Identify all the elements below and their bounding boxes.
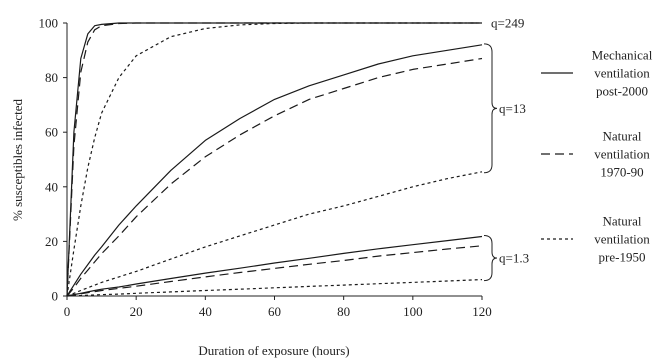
- group-label: q=249: [491, 16, 524, 31]
- series-line-q249-dotted: [66, 22, 482, 297]
- series-line-q13-dotted: [66, 171, 483, 297]
- tick-labels: 0 20 40 60 80 100 120 0 20 40 60 80 100: [39, 16, 492, 320]
- legend-label: ventilation: [594, 232, 650, 247]
- series-line-q13-dashed: [66, 245, 483, 297]
- x-tick-label: 100: [403, 304, 423, 319]
- group-label: q=13: [499, 101, 526, 116]
- legend-label: Natural: [603, 129, 642, 144]
- series-line-q13-solid: [66, 44, 483, 297]
- group-brace: [483, 43, 498, 174]
- group-annotations: q=249 q=13 q=1.3: [483, 16, 529, 282]
- x-tick-label: 60: [268, 304, 281, 319]
- x-tick-label: 40: [199, 304, 212, 319]
- y-tick-label: 40: [45, 179, 58, 194]
- x-tick-label: 20: [130, 304, 143, 319]
- legend: Mechanical ventilation post-2000 Natural ven…: [541, 48, 653, 265]
- legend-label: ventilation: [594, 147, 650, 162]
- legend-label: pre-1950: [599, 250, 646, 265]
- legend-label: ventilation: [594, 66, 650, 81]
- series-line-q13-dashed: [66, 57, 483, 297]
- x-tick-label: 80: [337, 304, 350, 319]
- legend-label: Natural: [603, 214, 642, 229]
- group-label: q=1.3: [499, 251, 529, 266]
- x-axis-title: Duration of exposure (hours): [198, 343, 349, 358]
- y-tick-label: 60: [45, 125, 58, 140]
- y-tick-label: 0: [52, 289, 59, 304]
- x-tick-label: 0: [64, 304, 71, 319]
- plot-area: [66, 22, 483, 297]
- series-line-q13-dotted: [66, 279, 483, 297]
- series-line-q13-solid: [66, 235, 483, 297]
- legend-label: 1970-90: [600, 165, 643, 180]
- series-line-q249-solid: [66, 22, 482, 297]
- x-tick-label: 120: [472, 304, 492, 319]
- group-brace: [483, 234, 498, 282]
- legend-label: Mechanical: [592, 48, 653, 63]
- y-tick-label: 20: [45, 234, 58, 249]
- y-tick-label: 80: [45, 70, 58, 85]
- legend-label: post-2000: [596, 84, 648, 99]
- y-axis-title: % susceptibles infected: [10, 98, 25, 221]
- y-tick-label: 100: [39, 16, 59, 31]
